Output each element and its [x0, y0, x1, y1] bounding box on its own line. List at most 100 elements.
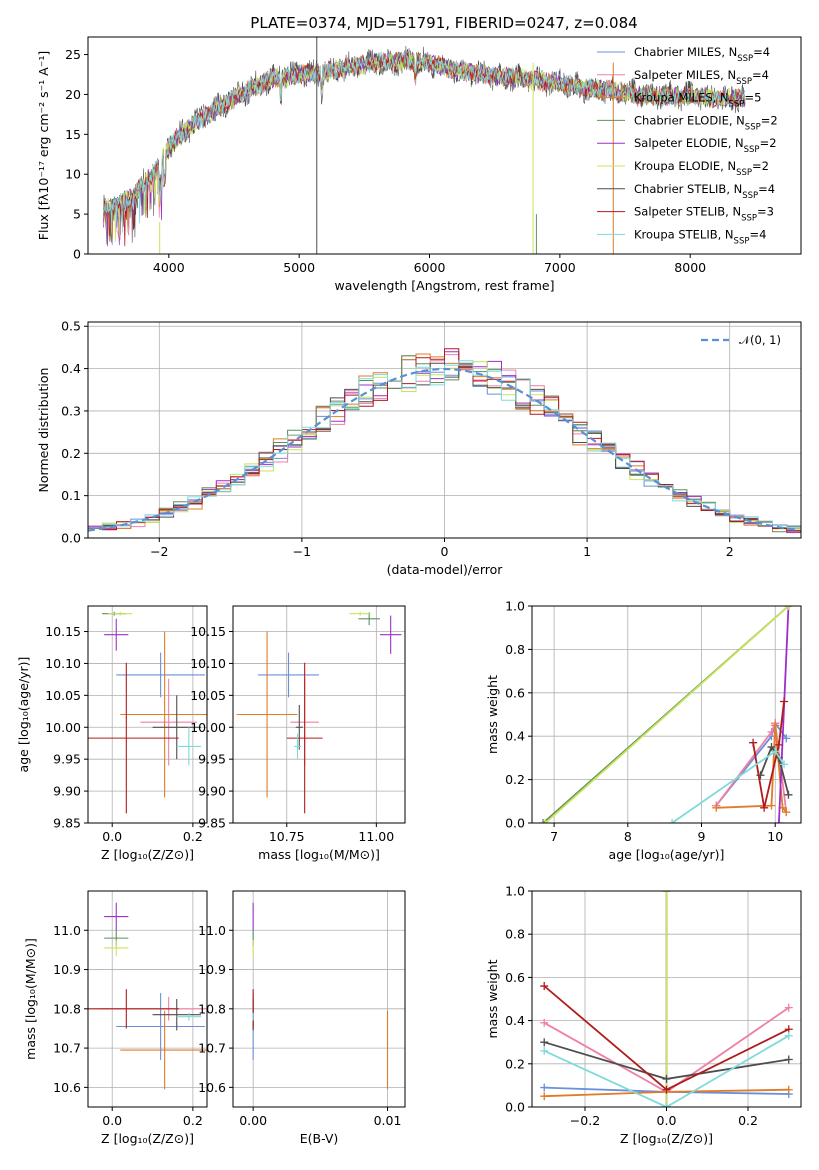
- y-tick-label: 9.95: [198, 752, 226, 767]
- axes-frame: [232, 890, 406, 1108]
- mass-weight-marker: [782, 808, 791, 817]
- mass-weight-marker: [539, 819, 548, 823]
- mass-weight-vs-Z-panel: −0.2 0.0 0.2 0.0 0.2 0.4 0.6 0.8 1.0 Z [log₁₀(Z/Z…: [485, 884, 802, 1146]
- mass-weight-marker: [767, 801, 776, 810]
- x-tick-label: 6000: [414, 260, 446, 275]
- legend-label: Kroupa MILES, NSSP=5: [634, 91, 761, 110]
- mass-weight-marker: [760, 803, 769, 812]
- y-tick-label: 0.8: [505, 642, 525, 657]
- plot-area: [539, 606, 793, 823]
- y-tick-label: 20: [65, 87, 81, 102]
- plot-area: [252, 902, 389, 1090]
- x-tick-label: 0.2: [738, 1113, 758, 1128]
- axes-frame: [87, 605, 208, 824]
- y-tick-label: 10.7: [198, 1041, 226, 1056]
- y-tick-label: 10.15: [190, 624, 226, 639]
- mass-weight-marker: [780, 697, 789, 706]
- mass-vs-Z-panel: 0.0 0.2 10.6 10.7 10.8 10.9 11.0 Z [log₁₀(Z/Z⊙)…: [23, 890, 208, 1146]
- y-tick-label: 0.4: [505, 1013, 525, 1028]
- x-tick-label: 8000: [674, 260, 706, 275]
- y-tick-label: 10.6: [198, 1080, 226, 1095]
- plot-area: [540, 891, 793, 1107]
- mass-weight-marker: [784, 1085, 793, 1094]
- legend-label: Chabrier STELIB, NSSP=4: [634, 182, 775, 201]
- y-tick-label: 10.05: [190, 688, 226, 703]
- spectrum-legend: Chabrier MILES, NSSP=4 Salpeter MILES, NS…: [597, 45, 778, 246]
- legend-label: Chabrier MILES, NSSP=4: [634, 45, 770, 64]
- mass-weight-marker: [540, 1092, 549, 1101]
- mass-weight-marker: [662, 1085, 671, 1094]
- mass-weight-marker: [780, 760, 789, 769]
- x-tick-label: 0.01: [374, 1113, 402, 1128]
- y-tick-label: 0.6: [505, 970, 525, 985]
- y-tick-label: 9.90: [53, 784, 81, 799]
- y-tick-label: 10.6: [53, 1080, 81, 1095]
- figure-title: PLATE=0374, MJD=51791, FIBERID=0247, z=0…: [250, 14, 637, 32]
- legend-label: Chabrier ELODIE, NSSP=2: [634, 113, 778, 132]
- y-axis-label: mass weight: [485, 959, 500, 1038]
- y-tick-label: 0.2: [505, 1056, 525, 1071]
- mass-weight-marker: [662, 1074, 671, 1083]
- mass-weight-marker: [771, 721, 780, 730]
- mass-weight-line: [544, 606, 790, 823]
- y-tick-label: 9.85: [53, 816, 81, 831]
- y-tick-label: 9.95: [53, 752, 81, 767]
- x-tick-label: −1: [293, 544, 311, 559]
- plot-area: [88, 902, 207, 1090]
- mass-weight-marker: [784, 1031, 793, 1040]
- y-tick-label: 15: [65, 127, 81, 142]
- axes-frame: [87, 36, 802, 255]
- legend-label: Kroupa ELODIE, NSSP=2: [634, 159, 769, 178]
- y-tick-label: 0.1: [61, 488, 81, 503]
- y-tick-label: 10.10: [190, 656, 226, 671]
- plot-area: [88, 348, 801, 536]
- y-tick-label: 0.4: [61, 361, 81, 376]
- x-axis-label: Z [log₁₀(Z/Z⊙)]: [101, 847, 194, 862]
- plot-area: [88, 611, 207, 814]
- mass-weight-marker: [767, 743, 776, 752]
- mass-weight-marker: [784, 1055, 793, 1064]
- mass-weight-marker: [540, 1038, 549, 1047]
- y-tick-label: 0.4: [505, 729, 525, 744]
- spectrum-line: [103, 52, 746, 240]
- spectrum-line: [103, 51, 746, 233]
- mass-weight-marker: [540, 1046, 549, 1055]
- plot-area: [236, 611, 402, 814]
- mass-weight-marker: [784, 606, 793, 610]
- x-axis-label: mass [log₁₀(M/M⊙)]: [258, 847, 380, 862]
- x-tick-label: 8: [624, 829, 632, 844]
- x-axis-label: Z [log₁₀(Z/Z⊙)]: [620, 1131, 713, 1146]
- y-tick-label: 10.10: [45, 656, 81, 671]
- y-tick-label: 10.8: [53, 1001, 81, 1016]
- age-vs-mass-panel: 10.75 11.00 9.85 9.90 9.95 10.00 10.05 10.10 10.…: [190, 605, 406, 862]
- mass-weight-line: [778, 606, 790, 823]
- x-axis-label: age [log₁₀(age/yr)]: [609, 847, 725, 862]
- x-tick-label: 0.0: [102, 1113, 122, 1128]
- x-tick-label: 7: [550, 829, 558, 844]
- y-tick-label: 0.3: [61, 403, 81, 418]
- x-tick-label: 0.2: [183, 1113, 203, 1128]
- x-tick-label: 11.00: [358, 829, 394, 844]
- mass-weight-marker: [662, 1103, 671, 1107]
- legend-label: Salpeter STELIB, NSSP=3: [634, 205, 774, 224]
- mass-weight-marker: [784, 1003, 793, 1012]
- mass-weight-marker: [774, 819, 783, 823]
- legend-label: Salpeter MILES, NSSP=4: [634, 68, 769, 87]
- residual-histogram-step: [88, 360, 801, 534]
- y-tick-label: 1.0: [505, 884, 525, 899]
- mass-weight-line: [543, 1034, 790, 1107]
- legend-label: Salpeter ELODIE, NSSP=2: [634, 136, 777, 155]
- axes-frame: [87, 890, 208, 1108]
- x-tick-label: 2: [726, 544, 734, 559]
- y-tick-label: 10.9: [53, 962, 81, 977]
- x-axis-label: (data-model)/error: [387, 562, 504, 577]
- legend-label: Kroupa STELIB, NSSP=4: [634, 227, 766, 246]
- y-tick-label: 25: [65, 47, 81, 62]
- mass-weight-marker: [668, 819, 677, 823]
- y-tick-label: 10.00: [45, 720, 81, 735]
- y-tick-label: 10.8: [198, 1001, 226, 1016]
- x-tick-label: 0.00: [239, 1113, 267, 1128]
- y-tick-label: 9.85: [198, 816, 226, 831]
- y-axis-label: Flux [fλ10⁻¹⁷ erg cm⁻² s⁻¹ A⁻¹]: [36, 51, 51, 240]
- y-axis-label: Normed distribution: [36, 368, 51, 493]
